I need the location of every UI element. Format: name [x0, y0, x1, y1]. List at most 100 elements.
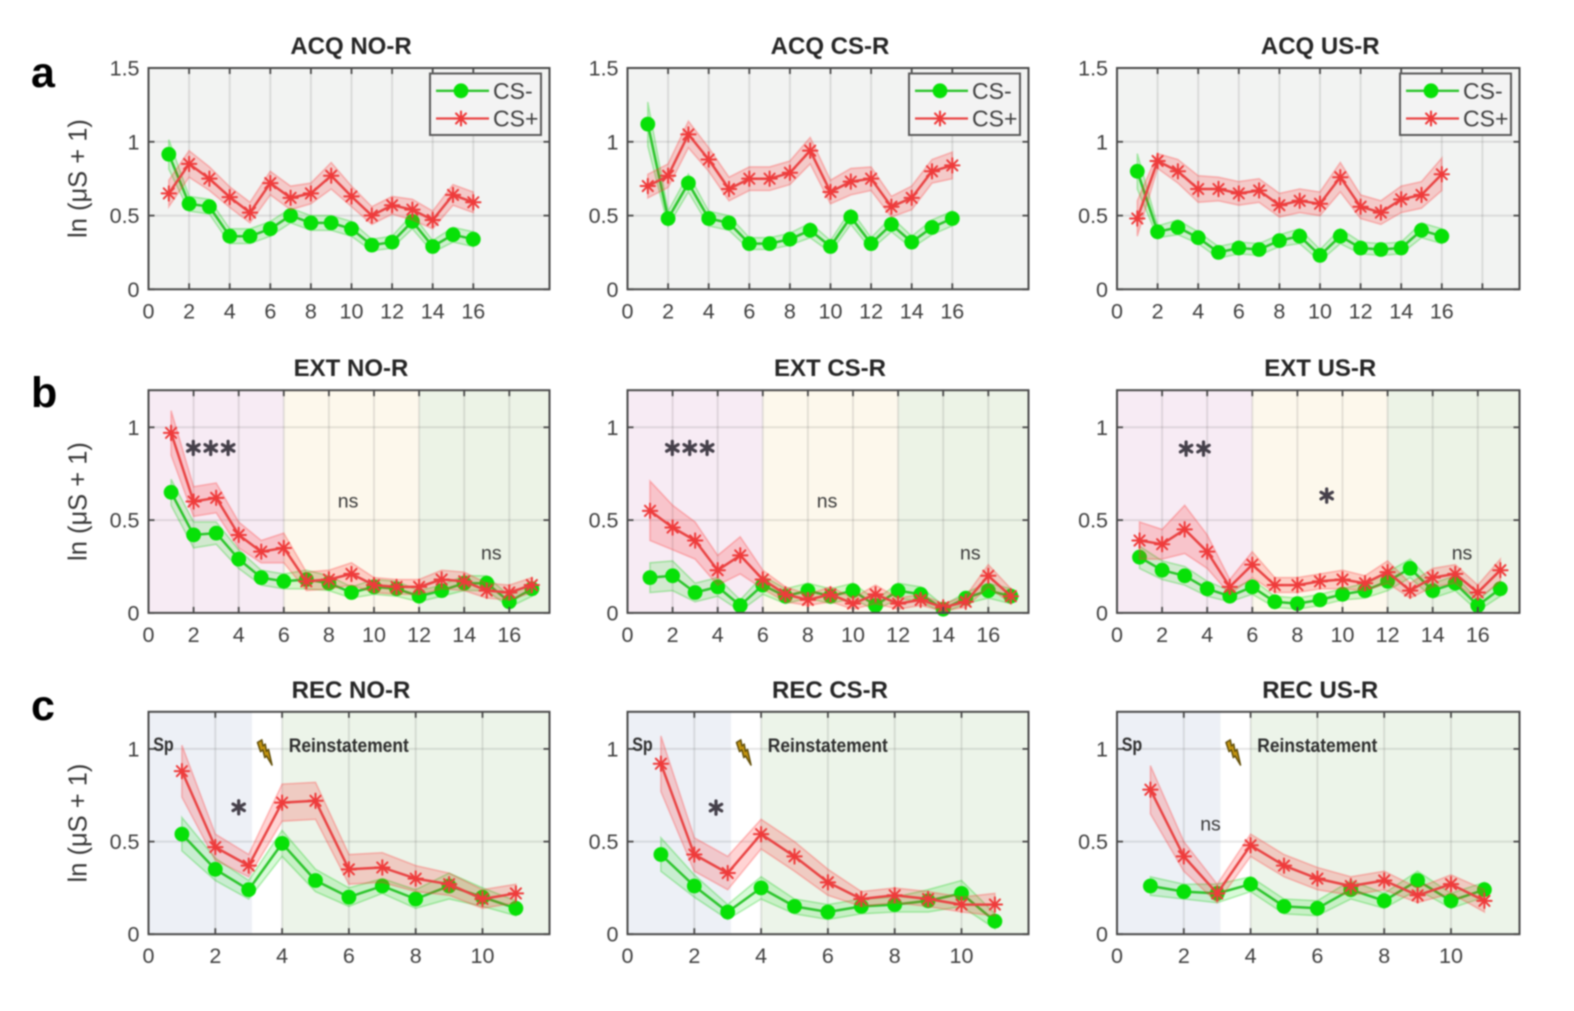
svg-text:2: 2 [183, 299, 195, 323]
svg-text:0: 0 [1111, 299, 1123, 323]
svg-text:b: b [31, 369, 57, 417]
svg-text:0: 0 [1096, 278, 1108, 302]
svg-text:Reinstatement: Reinstatement [1257, 736, 1378, 757]
svg-text:EXT US-R: EXT US-R [1264, 355, 1376, 382]
svg-text:10: 10 [841, 623, 865, 647]
svg-text:REC NO-R: REC NO-R [292, 677, 411, 704]
svg-text:4: 4 [276, 944, 288, 968]
svg-text:1: 1 [1096, 130, 1108, 154]
svg-text:4: 4 [233, 623, 245, 647]
svg-text:4: 4 [224, 299, 236, 323]
svg-text:16: 16 [1466, 623, 1490, 647]
svg-text:8: 8 [305, 299, 317, 323]
svg-text:0: 0 [128, 601, 140, 625]
svg-text:0: 0 [1111, 623, 1123, 647]
svg-text:4: 4 [712, 623, 724, 647]
svg-text:6: 6 [1246, 623, 1258, 647]
svg-text:12: 12 [859, 299, 883, 323]
svg-text:Sp: Sp [632, 735, 653, 756]
svg-text:6: 6 [757, 623, 769, 647]
svg-text:4: 4 [703, 299, 715, 323]
svg-text:8: 8 [1378, 944, 1390, 968]
svg-text:0: 0 [607, 923, 619, 947]
svg-text:ACQ US-R: ACQ US-R [1261, 33, 1380, 60]
svg-text:2: 2 [209, 944, 221, 968]
svg-text:0: 0 [622, 944, 634, 968]
svg-text:REC CS-R: REC CS-R [772, 677, 888, 704]
svg-text:Sp: Sp [1122, 735, 1143, 756]
svg-text:4: 4 [1245, 944, 1257, 968]
svg-text:10: 10 [950, 944, 974, 968]
svg-text:12: 12 [886, 623, 910, 647]
svg-text:Reinstatement: Reinstatement [289, 736, 410, 757]
svg-text:12: 12 [1349, 299, 1373, 323]
svg-text:10: 10 [819, 299, 843, 323]
svg-text:8: 8 [1291, 623, 1303, 647]
svg-text:ns: ns [338, 491, 359, 513]
svg-text:4: 4 [755, 944, 767, 968]
svg-text:0.5: 0.5 [110, 830, 140, 854]
svg-text:2: 2 [688, 944, 700, 968]
svg-text:4: 4 [1192, 299, 1204, 323]
svg-text:Sp: Sp [153, 735, 174, 756]
svg-text:0.5: 0.5 [589, 509, 619, 533]
svg-text:2: 2 [1178, 944, 1190, 968]
svg-text:8: 8 [889, 944, 901, 968]
svg-text:2: 2 [1156, 623, 1168, 647]
svg-text:1: 1 [128, 416, 140, 440]
svg-text:1: 1 [607, 737, 619, 761]
svg-text:2: 2 [662, 299, 674, 323]
svg-text:1.5: 1.5 [110, 57, 140, 81]
svg-text:0: 0 [1111, 944, 1123, 968]
svg-text:REC US-R: REC US-R [1262, 677, 1378, 704]
svg-text:0: 0 [1096, 923, 1108, 947]
svg-text:EXT NO-R: EXT NO-R [294, 355, 409, 382]
svg-text:10: 10 [1331, 623, 1355, 647]
svg-text:10: 10 [1439, 944, 1463, 968]
svg-text:10: 10 [362, 623, 386, 647]
svg-text:10: 10 [1308, 299, 1332, 323]
svg-text:2: 2 [667, 623, 679, 647]
svg-text:ln (μS + 1): ln (μS + 1) [65, 442, 93, 561]
svg-text:0: 0 [1096, 601, 1108, 625]
svg-text:10: 10 [340, 299, 364, 323]
svg-text:a: a [31, 49, 56, 97]
svg-text:8: 8 [410, 944, 422, 968]
svg-text:14: 14 [931, 623, 955, 647]
svg-text:8: 8 [802, 623, 814, 647]
svg-text:6: 6 [264, 299, 276, 323]
svg-text:0: 0 [622, 623, 634, 647]
svg-text:CS+: CS+ [493, 106, 538, 132]
svg-text:4: 4 [1201, 623, 1213, 647]
svg-text:12: 12 [1376, 623, 1400, 647]
svg-text:6: 6 [1311, 944, 1323, 968]
svg-text:1.5: 1.5 [589, 57, 619, 81]
svg-text:2: 2 [188, 623, 200, 647]
svg-text:16: 16 [976, 623, 1000, 647]
svg-text:14: 14 [452, 623, 476, 647]
svg-text:EXT CS-R: EXT CS-R [774, 355, 886, 382]
svg-text:16: 16 [1430, 299, 1454, 323]
svg-text:14: 14 [421, 299, 445, 323]
svg-text:1: 1 [607, 416, 619, 440]
svg-text:0.5: 0.5 [1078, 509, 1108, 533]
svg-text:1: 1 [607, 130, 619, 154]
svg-text:ACQ CS-R: ACQ CS-R [771, 33, 890, 60]
svg-text:c: c [31, 682, 55, 730]
svg-text:ns: ns [817, 491, 838, 513]
svg-text:14: 14 [1421, 623, 1445, 647]
svg-text:CS-: CS- [493, 78, 533, 104]
svg-text:0: 0 [143, 944, 155, 968]
svg-text:0: 0 [128, 278, 140, 302]
svg-text:1.5: 1.5 [1078, 57, 1108, 81]
svg-text:0.5: 0.5 [589, 204, 619, 228]
svg-text:CS+: CS+ [1463, 106, 1508, 132]
svg-text:12: 12 [407, 623, 431, 647]
svg-text:8: 8 [1273, 299, 1285, 323]
svg-text:ns: ns [1452, 543, 1473, 565]
svg-text:ns: ns [1200, 814, 1221, 836]
svg-text:10: 10 [471, 944, 495, 968]
svg-text:0: 0 [143, 623, 155, 647]
svg-text:12: 12 [380, 299, 404, 323]
svg-text:2: 2 [1152, 299, 1164, 323]
